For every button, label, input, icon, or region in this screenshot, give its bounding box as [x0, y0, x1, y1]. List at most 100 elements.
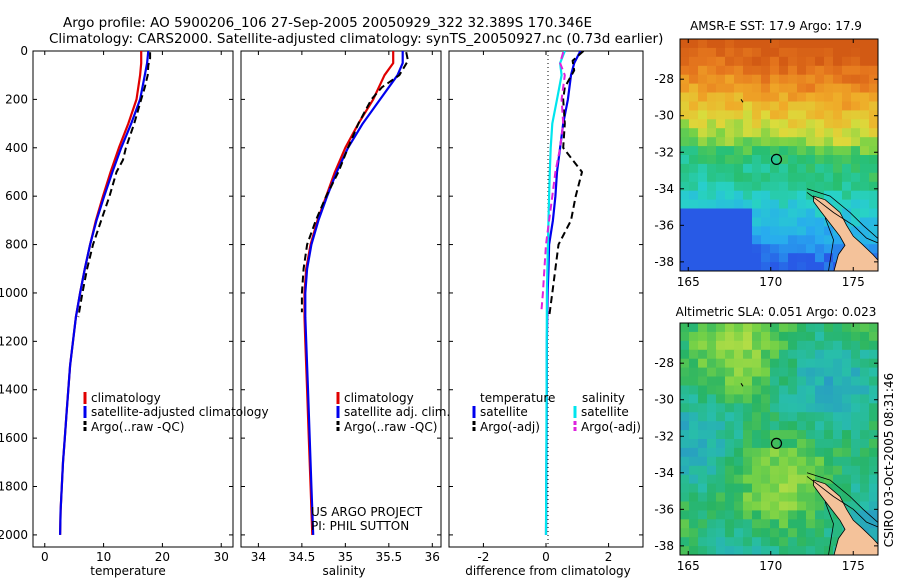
map-cell	[842, 331, 852, 342]
map-cell	[833, 92, 843, 102]
map-cell	[824, 235, 834, 245]
map-cell	[707, 172, 717, 183]
map-cell	[689, 447, 699, 458]
map-cell	[833, 74, 843, 85]
map-cell	[761, 47, 771, 58]
map-cell	[734, 119, 744, 129]
map-cell	[806, 101, 816, 111]
map-cell	[761, 74, 771, 85]
map-cell	[716, 190, 726, 201]
map-cell	[851, 349, 861, 360]
island-marker	[740, 99, 744, 103]
map-cell	[743, 163, 753, 174]
map-cell	[680, 199, 690, 210]
salinity-plot-frame	[240, 50, 442, 548]
map-cell	[707, 235, 717, 245]
map-cell	[824, 421, 834, 431]
series-line-salinity-2	[300, 51, 409, 313]
map-cell	[815, 155, 825, 165]
map-cell	[689, 119, 699, 129]
map-cell	[815, 83, 825, 94]
map-cell	[761, 501, 771, 511]
map-cell	[743, 537, 753, 547]
map-cell	[689, 546, 699, 555]
map-cell	[815, 492, 825, 502]
map-cell	[689, 421, 699, 431]
map-cell	[770, 65, 780, 76]
map-cell	[761, 65, 771, 76]
map-cell	[788, 439, 798, 449]
map-cell	[689, 465, 699, 476]
map-cell	[689, 376, 699, 386]
map-cell	[725, 340, 735, 351]
map-cell	[716, 110, 726, 120]
map-cell	[761, 528, 771, 538]
map-cell	[743, 208, 753, 218]
legend-title: temperature	[480, 391, 555, 405]
bathymetry-contour	[806, 472, 878, 528]
map-cell	[779, 137, 789, 147]
map-cell	[716, 128, 726, 138]
map-cell	[707, 253, 717, 263]
map-cell	[698, 56, 708, 67]
map-cell	[752, 74, 762, 85]
map-cell	[824, 376, 834, 386]
map-cell	[842, 217, 852, 227]
map-cell	[842, 101, 852, 111]
map-cell	[842, 128, 852, 138]
map-cell	[779, 483, 789, 494]
map-cell	[860, 39, 870, 49]
map-cell	[743, 340, 753, 351]
map-cell	[833, 376, 843, 386]
map-cell	[698, 492, 708, 502]
map-cell	[797, 155, 807, 165]
map-cell	[680, 208, 690, 218]
map-cell	[788, 421, 798, 431]
map-cell	[725, 56, 735, 67]
map-cell	[707, 39, 717, 49]
map-cell	[734, 331, 744, 342]
map-cell	[842, 83, 852, 94]
map-cell	[824, 128, 834, 138]
map-cell	[734, 244, 744, 254]
map-cell	[869, 510, 878, 520]
map-cell	[734, 190, 744, 201]
map-cell	[680, 65, 690, 76]
map-cell	[761, 340, 771, 351]
map-cell	[833, 447, 843, 458]
map-cell	[689, 474, 699, 485]
map-cell	[797, 323, 807, 333]
map-cell	[779, 172, 789, 183]
map-cell	[806, 323, 816, 333]
map-cell	[869, 146, 878, 156]
map-cell	[842, 74, 852, 85]
y-tick-label: -38	[654, 255, 674, 269]
map-cell	[752, 83, 762, 94]
map-cell	[752, 119, 762, 129]
map-cell	[707, 439, 717, 449]
map-cell	[815, 510, 825, 520]
map-cell	[860, 56, 870, 67]
map-cell	[698, 323, 708, 333]
map-cell	[869, 412, 878, 422]
map-cell	[734, 39, 744, 49]
map-cell	[761, 349, 771, 360]
map-cell	[698, 39, 708, 49]
map-cell	[788, 39, 798, 49]
map-cell	[842, 47, 852, 58]
map-cell	[806, 421, 816, 431]
map-cell	[788, 146, 798, 156]
map-cell	[707, 376, 717, 386]
map-cell	[743, 474, 753, 485]
map-cell	[752, 501, 762, 511]
map-cell	[779, 181, 789, 192]
legend-label: satellite	[480, 405, 528, 419]
map-cell	[707, 110, 717, 120]
map-cell	[698, 367, 708, 378]
map-cell	[797, 92, 807, 102]
map-cell	[770, 137, 780, 147]
map-cell	[689, 199, 699, 210]
map-cell	[806, 376, 816, 386]
map-cell	[806, 253, 816, 263]
map-cell	[788, 358, 798, 369]
